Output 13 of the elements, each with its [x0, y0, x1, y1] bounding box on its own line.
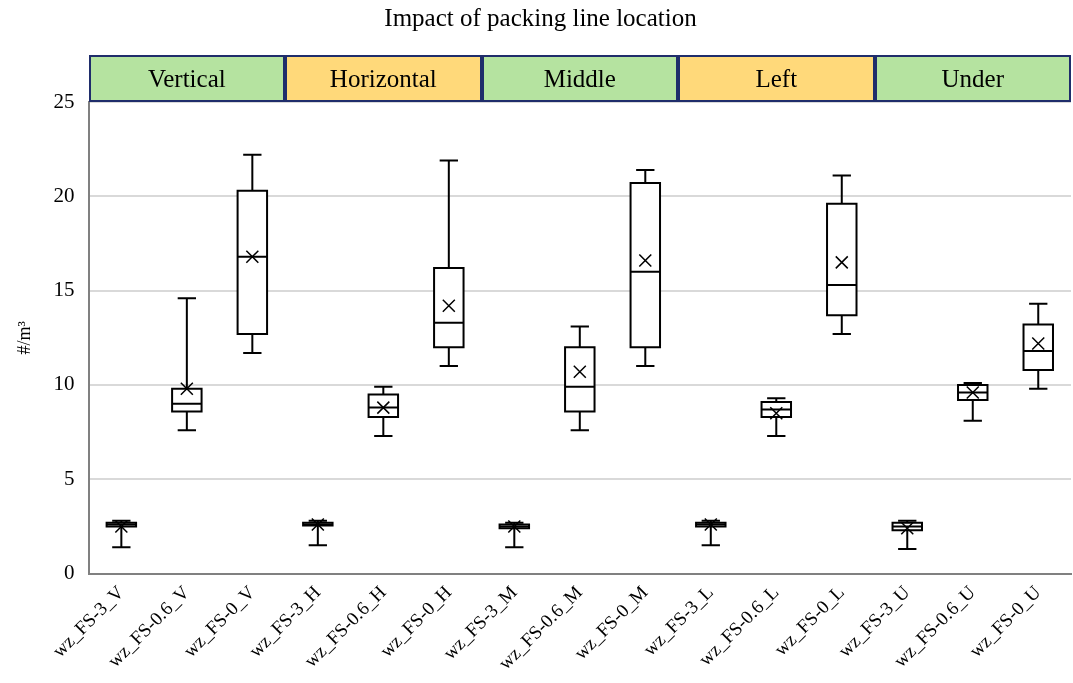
- chart-title: Impact of packing line location: [384, 3, 698, 31]
- y-tick-label: 20: [53, 182, 75, 207]
- y-tick-label: 10: [53, 371, 75, 396]
- text: Vertical: [88, 55, 286, 102]
- text: Left: [678, 55, 875, 102]
- text: Under: [874, 55, 1071, 102]
- y-tick-label: 5: [64, 465, 75, 490]
- y-tick-label: 15: [53, 277, 75, 302]
- text: Horizontal: [285, 55, 482, 102]
- y-axis-title: #/m³: [13, 320, 34, 355]
- y-tick-label: 25: [53, 88, 75, 113]
- y-tick-label: 0: [64, 560, 75, 585]
- text: Middle: [481, 55, 679, 102]
